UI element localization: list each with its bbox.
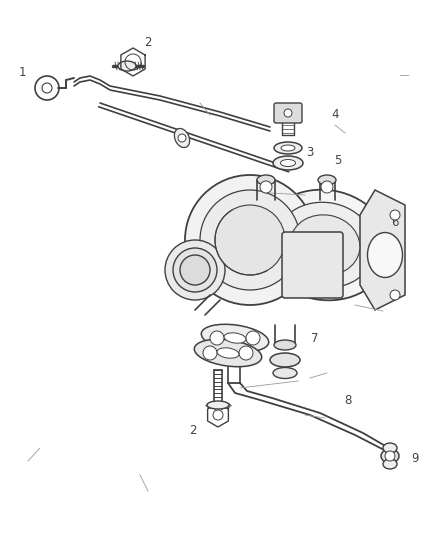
Circle shape bbox=[390, 210, 400, 220]
Circle shape bbox=[390, 290, 400, 300]
Ellipse shape bbox=[383, 443, 397, 453]
Circle shape bbox=[180, 255, 210, 285]
Circle shape bbox=[260, 181, 272, 193]
Text: 3: 3 bbox=[306, 146, 314, 158]
Ellipse shape bbox=[174, 128, 190, 148]
Circle shape bbox=[321, 181, 333, 193]
Circle shape bbox=[284, 109, 292, 117]
Ellipse shape bbox=[224, 333, 246, 343]
Ellipse shape bbox=[381, 449, 399, 463]
Circle shape bbox=[185, 175, 315, 305]
Polygon shape bbox=[360, 190, 405, 310]
Ellipse shape bbox=[274, 142, 302, 154]
Ellipse shape bbox=[217, 348, 239, 358]
Ellipse shape bbox=[280, 159, 296, 166]
Text: 7: 7 bbox=[311, 332, 319, 344]
Ellipse shape bbox=[194, 340, 262, 367]
FancyBboxPatch shape bbox=[282, 232, 343, 298]
Text: 8: 8 bbox=[344, 393, 352, 407]
Ellipse shape bbox=[270, 353, 300, 367]
Ellipse shape bbox=[273, 367, 297, 378]
Circle shape bbox=[213, 410, 223, 420]
Text: 1: 1 bbox=[18, 66, 26, 78]
Ellipse shape bbox=[290, 215, 360, 275]
Circle shape bbox=[173, 248, 217, 292]
Circle shape bbox=[385, 451, 395, 461]
Text: 2: 2 bbox=[144, 36, 152, 49]
Circle shape bbox=[178, 134, 186, 142]
Circle shape bbox=[239, 346, 253, 360]
Ellipse shape bbox=[260, 190, 390, 300]
Circle shape bbox=[246, 331, 260, 345]
Circle shape bbox=[215, 205, 285, 275]
Text: 6: 6 bbox=[391, 215, 399, 229]
Ellipse shape bbox=[207, 401, 229, 409]
Ellipse shape bbox=[318, 175, 336, 185]
Text: 5: 5 bbox=[334, 154, 342, 166]
Circle shape bbox=[200, 190, 300, 290]
Ellipse shape bbox=[257, 175, 275, 185]
Ellipse shape bbox=[273, 156, 303, 170]
Text: 2: 2 bbox=[189, 424, 197, 437]
Ellipse shape bbox=[201, 324, 269, 352]
Circle shape bbox=[210, 331, 224, 345]
Ellipse shape bbox=[274, 340, 296, 350]
Ellipse shape bbox=[367, 232, 403, 278]
Circle shape bbox=[165, 240, 225, 300]
Ellipse shape bbox=[118, 61, 136, 71]
Ellipse shape bbox=[383, 459, 397, 469]
Ellipse shape bbox=[281, 145, 295, 151]
Circle shape bbox=[203, 346, 217, 360]
FancyBboxPatch shape bbox=[274, 103, 302, 123]
Text: 9: 9 bbox=[411, 451, 419, 464]
Ellipse shape bbox=[275, 202, 375, 288]
Text: 4: 4 bbox=[331, 109, 339, 122]
